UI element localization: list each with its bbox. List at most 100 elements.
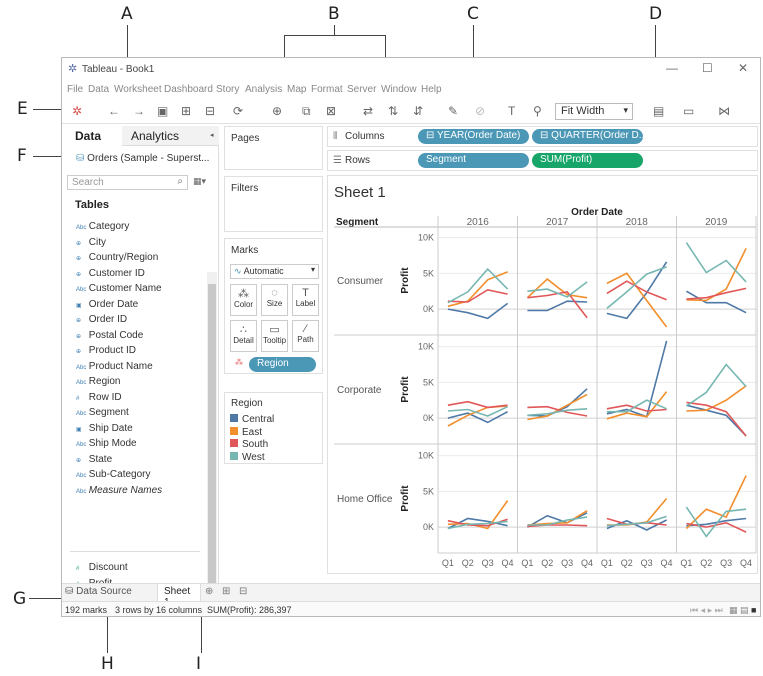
labels-icon[interactable]: T [508,104,516,118]
field-dimension[interactable]: ⊕ Order ID [76,314,127,328]
show-cards-icon[interactable]: ▤ [653,104,665,118]
pause-updates-icon[interactable]: ⊟ [205,104,216,118]
datasource-item[interactable]: ⛁ Orders (Sample - Superst... [76,153,209,164]
mark-type-dropdown[interactable]: ∿ Automatic ▾ [230,264,319,279]
scroll-thumb[interactable] [208,284,216,616]
menu-help[interactable]: Help [421,84,442,95]
highlight-icon[interactable]: ✎ [448,104,459,118]
presentation-icon[interactable]: ▭ [683,104,695,118]
film-view-icon[interactable]: ■ [751,605,757,615]
sheet-tab[interactable]: Sheet 1 [157,584,201,608]
close-icon[interactable]: ✕ [738,61,749,75]
menu-format[interactable]: Format [311,84,343,95]
field-dimension[interactable]: Abc Segment [76,407,129,421]
forward-icon[interactable]: → [133,104,145,118]
menu-dashboard[interactable]: Dashboard [164,84,213,95]
refresh-icon[interactable]: ⟳ [233,104,244,118]
field-dimension[interactable]: Abc Category [76,221,129,235]
field-dimension[interactable]: ▣ Ship Date [76,423,133,437]
legend-item[interactable]: Central [230,414,274,425]
maximize-icon[interactable]: ☐ [702,61,713,75]
field-dimension[interactable]: Abc Region [76,376,120,390]
field-dimension[interactable]: Abc Sub-Category [76,469,150,483]
field-dimension[interactable]: ⊕ City [76,237,106,251]
page-nav-icon[interactable]: ⏮ ◂ ▸ ⏭ [690,605,723,615]
menu-window[interactable]: Window [381,84,417,95]
marks-detail-button[interactable]: ∴ Detail [230,320,257,352]
datasource-tab[interactable]: ⛁ Data Source [65,586,132,597]
columns-shelf[interactable]: ⦀ Columns [327,126,758,147]
tab-data[interactable]: Data [75,129,102,143]
field-type-icon: Abc [76,287,87,293]
marks-label-button[interactable]: T Label [292,284,319,316]
window-title: Tableau - Book1 [82,64,155,75]
field-dimension[interactable]: ⊕ Product ID [76,345,136,359]
rows-shelf[interactable]: ☰ Rows [327,150,758,171]
sum-profit-pill[interactable]: SUM(Profit) [532,153,643,168]
fit-dropdown[interactable]: Fit Width ▾ [555,103,633,120]
field-dimension[interactable]: ⊕ Postal Code [76,330,143,344]
field-dimension[interactable]: # Row ID [76,392,122,406]
menu-file[interactable]: File [67,84,84,95]
marks-tooltip-button[interactable]: ▭ Tooltip [261,320,288,352]
new-dashboard-tab-icon[interactable]: ⊞ [222,586,231,597]
field-measure[interactable]: # Discount [76,562,128,576]
menu-analysis[interactable]: Analysis [245,84,283,95]
share-icon[interactable]: ⋈ [718,104,730,118]
minimize-icon[interactable]: — [666,61,678,75]
field-dimension[interactable]: Abc Customer Name [76,283,162,297]
field-type-icon: ▣ [76,426,82,433]
pages-card[interactable]: Pages [224,126,323,170]
field-dimension[interactable]: Abc Measure Names [76,485,162,499]
field-dimension[interactable]: ⊕ Customer ID [76,268,145,282]
series-line-south [447,400,508,409]
pin-icon[interactable]: ⚲ [533,104,542,118]
new-datasource-icon[interactable]: ⊞ [181,104,192,118]
series-line-central [686,404,747,437]
field-dimension[interactable]: ▣ Order Date [76,299,138,313]
rows-icon: ☰ [333,155,342,166]
new-worksheet-icon[interactable]: ⊕ [272,104,283,118]
y-tick-label: 5K [423,268,434,278]
marks-color-button[interactable]: ⁂ Color [230,284,257,316]
field-scrollbar[interactable] [207,272,217,616]
field-dimension[interactable]: ⊕ Country/Region [76,252,158,266]
back-icon[interactable]: ← [108,104,120,118]
legend-item[interactable]: East [230,426,262,438]
tableau-home-icon[interactable]: ✲ [72,104,83,118]
marks-size-button[interactable]: ◌ Size [261,284,288,316]
legend-item[interactable]: South [230,439,268,450]
duplicate-icon[interactable]: ⧉ [302,104,311,118]
menu-worksheet[interactable]: Worksheet [114,84,162,95]
swap-icon[interactable]: ⇄ [363,104,374,118]
group-icon[interactable]: ⊘ [475,104,486,118]
marks-path-button[interactable]: ∕ Path [292,320,319,352]
legend-item[interactable]: West [230,451,265,463]
quarter-order-date-pill[interactable]: ⊟ QUARTER(Order D... [532,129,643,144]
field-dimension[interactable]: Abc Product Name [76,361,153,375]
sort-ascending-icon[interactable]: ⇅ [388,104,399,118]
field-label: Segment [88,407,129,418]
search-input[interactable]: Search ⌕ [67,175,188,190]
grid-view-icon[interactable]: ▦ [729,605,738,615]
filters-card[interactable]: Filters [224,176,323,232]
save-icon[interactable]: ▣ [157,104,169,118]
new-worksheet-tab-icon[interactable]: ⊕ [205,586,214,597]
field-dimension[interactable]: ⊕ State [76,454,112,468]
region-color-pill[interactable]: Region [249,357,316,372]
list-view-icon[interactable]: ▤ [740,605,749,615]
tab-analytics[interactable]: Analytics [131,129,180,143]
view-options-icon[interactable]: ▦▾ [193,176,207,186]
new-story-tab-icon[interactable]: ⊟ [239,586,248,597]
menu-map[interactable]: Map [287,84,307,95]
menu-data[interactable]: Data [88,84,110,95]
segment-pill[interactable]: Segment [418,153,529,168]
year-order-date-pill[interactable]: ⊟ YEAR(Order Date) [418,129,529,144]
menu-story[interactable]: Story [216,84,240,95]
collapse-pane-icon[interactable]: ◂ [210,132,214,139]
sort-descending-icon[interactable]: ⇵ [413,104,424,118]
clear-sheet-icon[interactable]: ⊠ [326,104,337,118]
field-dimension[interactable]: Abc Ship Mode [76,438,137,452]
series-line-west [447,405,508,417]
menu-server[interactable]: Server [347,84,377,95]
